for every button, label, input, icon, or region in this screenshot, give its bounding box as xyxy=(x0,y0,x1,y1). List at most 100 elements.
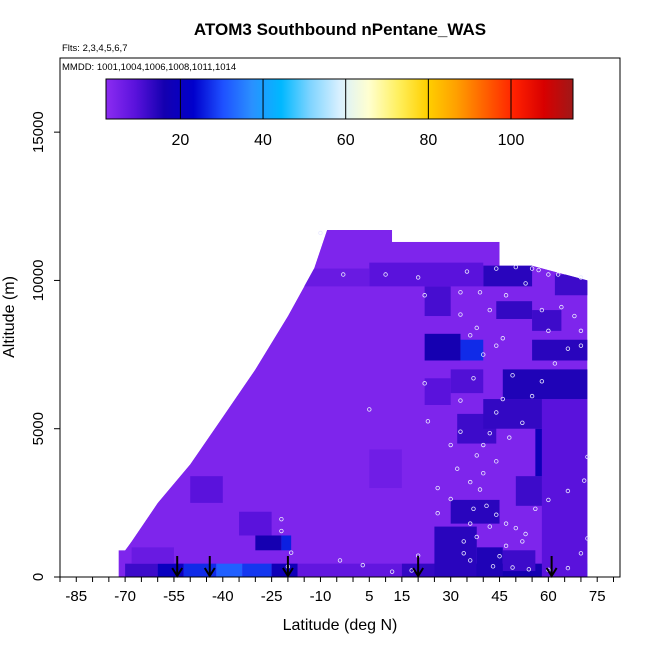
flights-label: Flts: 2,3,4,5,6,7 xyxy=(62,43,127,54)
heatmap-cell xyxy=(460,339,484,361)
sample-point xyxy=(513,264,519,270)
sample-point xyxy=(585,454,590,460)
sample-point xyxy=(477,290,483,295)
sample-point xyxy=(318,230,323,236)
x-tick-label: -55 xyxy=(163,588,185,605)
sample-point xyxy=(500,336,505,341)
x-tick-label: -10 xyxy=(310,588,332,605)
sample-point xyxy=(458,312,463,317)
flight-arrow xyxy=(203,556,216,578)
x-tick-label: 60 xyxy=(540,588,557,605)
sample-point xyxy=(477,487,483,492)
sample-point xyxy=(422,381,427,386)
sample-point xyxy=(546,497,551,503)
sample-points xyxy=(279,230,590,574)
sample-point xyxy=(585,536,590,541)
x-tick-label: 45 xyxy=(491,588,508,605)
sample-point xyxy=(578,275,584,280)
flight-arrow xyxy=(282,556,294,578)
y-axis-label: Altitude (m) xyxy=(1,276,18,358)
sample-point xyxy=(533,506,538,511)
sample-point xyxy=(529,393,535,399)
x-tick-label: 30 xyxy=(442,588,459,605)
x-axis: -85 -70 -55 -40 -25 -10 5 15 30 45 60 75 xyxy=(59,577,614,605)
flight-arrow xyxy=(171,556,184,578)
sample-point xyxy=(279,516,284,522)
sample-point xyxy=(523,281,528,286)
sample-point xyxy=(487,524,492,529)
sample-point xyxy=(500,396,505,402)
sample-point xyxy=(497,554,502,559)
x-tick-label: -40 xyxy=(212,588,234,605)
sample-point xyxy=(409,568,414,573)
x-tick-label: -25 xyxy=(261,588,283,605)
heatmap-envelope xyxy=(118,230,588,577)
heatmap-cell xyxy=(131,547,174,564)
sample-point xyxy=(494,266,499,271)
sample-point xyxy=(520,420,525,425)
sample-point xyxy=(481,352,486,357)
heatmap-cell xyxy=(424,333,461,361)
colorbar-tick-label: 60 xyxy=(337,132,355,149)
sample-point xyxy=(494,343,499,348)
y-tick-label: 15000 xyxy=(30,111,47,153)
heatmap-cell xyxy=(216,563,243,577)
sample-point xyxy=(494,512,499,517)
colorbar-gradient xyxy=(105,78,574,120)
sample-point xyxy=(341,272,346,277)
heatmap-cell xyxy=(554,274,588,296)
sample-point xyxy=(546,328,551,334)
sample-point xyxy=(526,567,532,572)
colorbar-tick-label: 20 xyxy=(171,132,189,149)
sample-point xyxy=(425,419,431,424)
sample-point xyxy=(474,453,479,458)
sample-point xyxy=(360,562,365,568)
sample-point xyxy=(578,328,584,334)
heatmap-cell xyxy=(450,369,484,394)
sample-point xyxy=(487,430,492,436)
heatmap-cell xyxy=(255,535,282,551)
x-tick-label: 15 xyxy=(394,588,411,605)
heatmap-cell xyxy=(190,476,223,503)
sample-point xyxy=(279,528,284,534)
sample-point xyxy=(367,407,372,412)
sample-point xyxy=(523,531,528,537)
sample-point xyxy=(578,343,584,348)
sample-point xyxy=(529,266,535,271)
x-tick-label: 5 xyxy=(365,588,373,605)
sample-point xyxy=(565,488,571,494)
sample-point xyxy=(481,442,486,448)
heatmap-cells xyxy=(118,230,588,577)
heatmap-cell xyxy=(450,499,500,524)
y-tick-label: 0 xyxy=(30,573,47,581)
sample-point xyxy=(474,325,479,331)
sample-point xyxy=(468,479,473,485)
heatmap-cell xyxy=(532,339,588,361)
sample-point xyxy=(494,410,499,415)
colorbar-tick-label: 100 xyxy=(498,132,525,149)
sample-point xyxy=(461,539,466,544)
sample-point xyxy=(578,551,584,556)
heatmap-cell xyxy=(532,310,562,331)
heatmap-cell xyxy=(125,563,158,577)
colorbar: 20 40 60 80 100 xyxy=(105,78,574,149)
sample-point xyxy=(448,496,453,502)
sample-point xyxy=(507,435,512,440)
sample-point xyxy=(422,293,427,298)
sample-point xyxy=(490,564,496,569)
heatmap-cell xyxy=(369,262,484,287)
sample-point xyxy=(468,521,473,526)
heatmap-cell xyxy=(242,563,272,577)
sample-point xyxy=(461,551,466,556)
sample-point xyxy=(435,511,440,516)
heatmap-cell xyxy=(304,268,370,287)
sample-point xyxy=(510,373,515,378)
sample-point xyxy=(539,307,545,313)
heatmap-cell xyxy=(502,550,536,572)
sample-point xyxy=(481,471,486,476)
x-tick-label: -70 xyxy=(114,588,136,605)
sample-point xyxy=(458,429,463,434)
heatmap-cell xyxy=(281,535,292,551)
sample-point xyxy=(471,376,476,381)
